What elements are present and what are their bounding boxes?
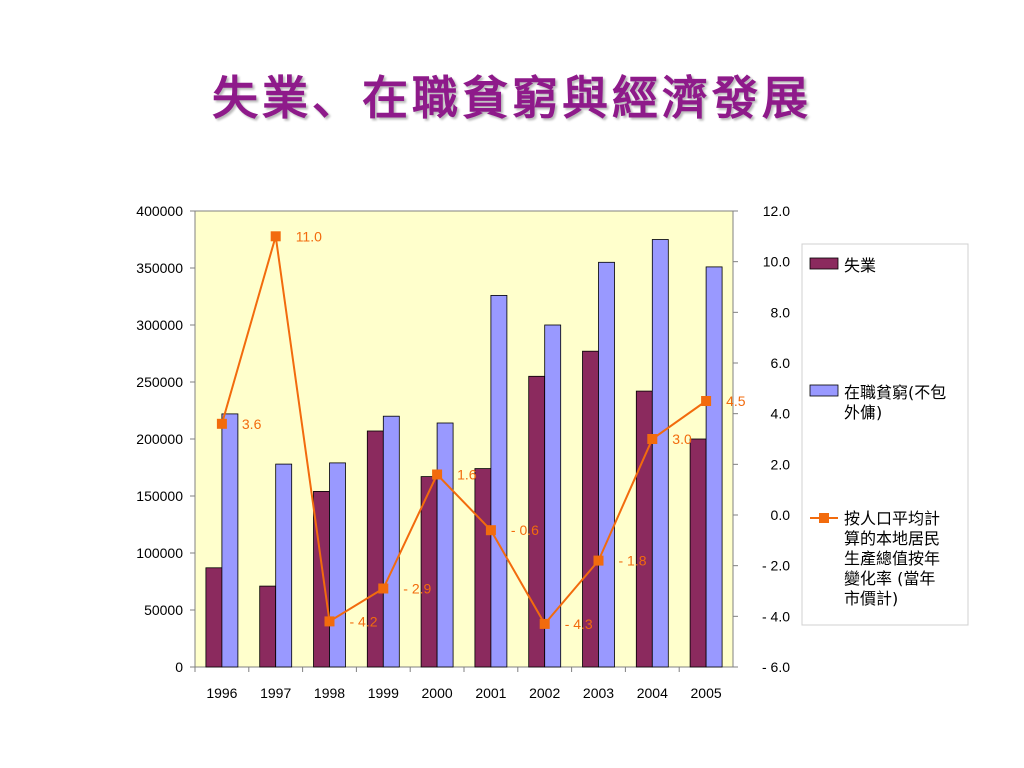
right-axis-tick-label: 8.0 <box>771 304 791 320</box>
bar-working-poverty-1999 <box>382 415 400 668</box>
gnp-growth-marker-2000 <box>432 469 443 480</box>
legend-label-line: 失業 <box>844 256 876 275</box>
legend-swatch-unemployment <box>809 257 839 270</box>
bar-working-poverty-2003 <box>598 261 615 668</box>
right-axis-tick-label: - 4.0 <box>762 608 790 624</box>
gnp-growth-marker-2005 <box>701 396 712 406</box>
x-axis-tick-label: 2002 <box>529 685 560 701</box>
gnp-growth-label-1996: 3.6 <box>242 416 262 432</box>
right-axis-tick-label: - 2.0 <box>762 558 790 574</box>
gnp-growth-marker-1996 <box>216 418 227 429</box>
bar-unemployment-2001 <box>474 468 492 668</box>
legend-label-line: 算的本地居民 <box>844 529 940 548</box>
right-axis-tick-label: 2.0 <box>771 456 791 472</box>
right-axis-tick-label: 6.0 <box>771 355 791 371</box>
gnp-growth-label-2001: - 0.6 <box>511 522 539 538</box>
gnp-growth-label-2000: 1.6 <box>457 467 477 483</box>
right-axis-tick-label: 4.0 <box>771 406 791 422</box>
bar-working-poverty-2004 <box>651 239 669 668</box>
gnp-growth-marker-2001 <box>485 525 496 536</box>
left-axis-tick-label: 100000 <box>136 545 183 561</box>
gnp-growth-label-2003: - 1.8 <box>619 553 647 569</box>
gnp-growth-label-1999: - 2.9 <box>403 581 431 597</box>
right-axis-tick-label: 0.0 <box>771 507 791 523</box>
bar-unemployment-1999 <box>366 430 384 668</box>
legend-label-line: 變化率 (當年 <box>844 569 935 588</box>
bar-working-poverty-2001 <box>490 294 508 668</box>
gnp-growth-marker-2003 <box>593 555 604 566</box>
left-axis-tick-label: 200000 <box>136 431 183 447</box>
x-axis-tick-label: 1998 <box>314 685 345 701</box>
left-axis-tick-label: 250000 <box>136 374 183 390</box>
bar-unemployment-1997 <box>259 585 277 668</box>
gnp-growth-marker-2002 <box>539 618 550 629</box>
gnp-growth-marker-1999 <box>378 583 389 594</box>
gnp-growth-marker-2004 <box>647 434 658 444</box>
legend-swatch-working-poverty <box>809 384 839 397</box>
x-axis-tick-label: 2003 <box>583 685 614 701</box>
bar-unemployment-2005 <box>689 438 707 668</box>
left-axis-tick-label: 0 <box>175 659 183 675</box>
x-axis-tick-label: 2005 <box>691 685 722 701</box>
x-axis-tick-label: 1996 <box>206 685 237 701</box>
gnp-growth-label-1997: 11.0 <box>296 228 322 244</box>
bar-working-poverty-1998 <box>329 462 346 668</box>
x-axis-tick-label: 2001 <box>475 685 506 701</box>
legend-label-line: 生產總值按年 <box>844 549 940 568</box>
x-axis-tick-label: 2004 <box>637 685 668 701</box>
gnp-growth-label-2002: - 4.3 <box>565 616 593 632</box>
bar-working-poverty-1997 <box>275 463 293 668</box>
legend-label-line: 外傭) <box>844 403 882 422</box>
gnp-growth-label-2004: 3.0 <box>672 431 692 447</box>
gnp-growth-label-1998: - 4.2 <box>350 613 378 629</box>
x-axis-tick-label: 1997 <box>260 685 291 701</box>
legend-label-line: 在職貧窮(不包 <box>844 383 946 402</box>
bar-working-poverty-2000 <box>436 422 454 668</box>
bar-working-poverty-1996 <box>221 413 239 668</box>
right-axis-tick-label: 12.0 <box>763 203 790 219</box>
axes-layer: 0 50000 100000 150000 200000 250000 300000 3500… <box>136 203 790 701</box>
bar-unemployment-2004 <box>635 390 653 668</box>
legend-box <box>801 243 969 626</box>
bar-unemployment-1996 <box>205 567 223 668</box>
legend-label-line: 按人口平均計 <box>844 509 940 528</box>
gnp-growth-marker-1998 <box>324 616 335 627</box>
left-axis-tick-label: 350000 <box>136 260 183 276</box>
gnp-growth-line <box>220 236 707 626</box>
x-axis-tick-label: 2000 <box>422 685 453 701</box>
gnp-growth-marker-1997 <box>270 231 281 242</box>
line-layer: 3.6 11.0 - 4.2 - 2.9 1.6 - 0.6 - 4.3 - 1.8 3.0 4.… <box>216 228 746 632</box>
legend-label-line: 市價計) <box>844 589 898 608</box>
left-axis-tick-label: 300000 <box>136 317 183 333</box>
gnp-growth-label-2005: 4.5 <box>726 393 746 409</box>
legend-swatch-gnp-marker <box>819 513 829 523</box>
bar-working-poverty-2002 <box>544 324 562 668</box>
bar-working-poverty-2005 <box>705 266 723 668</box>
right-axis-tick-label: 10.0 <box>763 254 790 270</box>
left-axis-tick-label: 50000 <box>144 602 183 618</box>
slide-title: 失業、在職貧窮與經濟發展 <box>212 71 812 125</box>
left-axis-tick-label: 400000 <box>136 203 183 219</box>
x-axis-tick-label: 1999 <box>368 685 399 701</box>
left-axis-tick-label: 150000 <box>136 488 183 504</box>
right-axis-tick-label: - 6.0 <box>762 659 790 675</box>
